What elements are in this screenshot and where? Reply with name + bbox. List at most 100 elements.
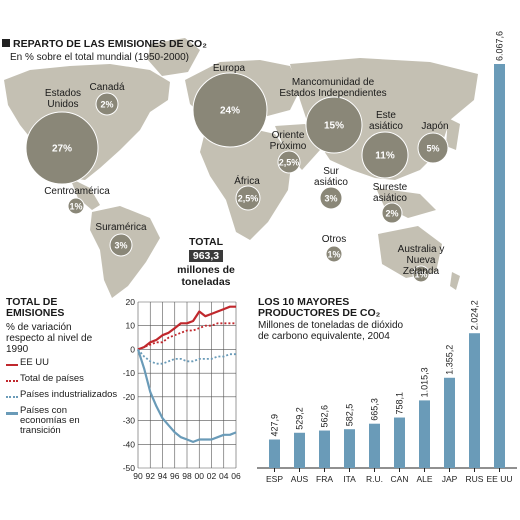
legend-swatch-usa — [6, 364, 18, 366]
region-bubble — [325, 245, 343, 263]
total-label: TOTAL — [188, 236, 224, 248]
x-tick-label: 06 — [231, 471, 241, 481]
bar-category-label: FRA — [316, 474, 333, 484]
x-tick-label: 92 — [146, 471, 156, 481]
region-bubble-value: 1% — [69, 202, 82, 212]
bar-category-label: EE UU — [487, 474, 513, 484]
region-bubble — [95, 92, 119, 116]
bar-value-label: 1.015,3 — [420, 367, 430, 397]
title-square-icon — [2, 39, 10, 47]
legend-label-transition: Países con economías en transición — [20, 405, 80, 436]
bar-value-label: 427,9 — [270, 414, 280, 437]
region-bubble — [25, 111, 99, 185]
japan-landmass — [446, 118, 460, 150]
world-map: 27% 2% 1% 3% 24% 15% 2,5% 2,5% 3% 11% 5% 2% 1% 1% — [4, 38, 478, 298]
bar-value-label: 582,5 — [345, 404, 355, 427]
map-subtitle: En % sobre el total mundial (1950-2000) — [10, 52, 189, 63]
x-tick-label: 90 — [133, 471, 143, 481]
bar-category-label: ESP — [266, 474, 283, 484]
africa-landmass — [200, 126, 292, 240]
bar — [494, 64, 505, 468]
region-label-south-america: Suramérica — [95, 222, 147, 233]
x-tick-label: 02 — [207, 471, 217, 481]
y-tick-label: 20 — [126, 297, 136, 307]
region-label-australia-nz: Australia y Nueva Zelanda — [397, 244, 445, 277]
legend-label-total: Total de países — [20, 373, 84, 384]
map-title-text: REPARTO DE LAS EMISIONES DE CO₂ — [13, 38, 207, 50]
region-label-usa: Estados Unidos — [44, 88, 82, 110]
bar — [469, 333, 480, 468]
legend-swatch-transition — [6, 412, 18, 415]
bar — [419, 400, 430, 468]
bar-category-label: ITA — [343, 474, 356, 484]
region-bubble-value: 2% — [100, 100, 113, 110]
region-label-japan: Japón — [421, 121, 449, 132]
region-bubble — [417, 132, 449, 164]
bar — [319, 430, 330, 468]
line-chart-title: TOTAL DE EMISIONES — [6, 296, 65, 319]
bar-chart: 427,9 ESP 529,2 AUS 562,6 FRA 582,5 ITA 665,3 R.U… — [257, 31, 517, 484]
map-title: REPARTO DE LAS EMISIONES DE CO₂ — [2, 38, 207, 50]
legend-label-usa: EE UU — [20, 357, 50, 368]
region-bubble — [412, 265, 430, 283]
region-bubble-value: 2,5% — [238, 194, 259, 204]
line-series — [137, 348, 236, 365]
region-label-others: Otros — [321, 234, 347, 245]
bar — [444, 377, 455, 468]
region-bubbles: 27% 2% 1% 3% 24% 15% 2,5% 2,5% 3% 11% 5% 2% 1% 1% — [25, 72, 449, 283]
bar — [369, 423, 380, 468]
region-bubble-value: 2% — [385, 209, 398, 219]
region-label-east-asia: Este asiático — [369, 110, 403, 132]
bar-category-label: JAP — [442, 474, 458, 484]
total-unit: millones de toneladas — [177, 264, 235, 288]
y-tick-label: -50 — [123, 463, 136, 473]
bar-category-label: AUS — [291, 474, 309, 484]
total-box: TOTAL 963,3 millones de toneladas — [172, 236, 240, 288]
region-bubble-value: 15% — [324, 121, 344, 132]
bar-category-label: RUS — [466, 474, 484, 484]
region-label-south-asia: Sur asiático — [314, 166, 348, 188]
region-bubble-value: 3% — [114, 241, 127, 251]
bar-value-label: 2.024,2 — [470, 300, 480, 330]
region-bubble-value: 5% — [426, 144, 439, 154]
region-bubble-value: 27% — [52, 144, 72, 155]
australia-landmass — [378, 226, 442, 278]
y-tick-label: -40 — [123, 439, 136, 449]
bar — [269, 439, 280, 468]
new-zealand-landmass — [450, 272, 460, 290]
line-series — [136, 349, 237, 443]
region-bubble — [192, 72, 268, 148]
line-chart-grid — [137, 301, 237, 469]
legend-label-industrialized: Países industrializados — [20, 389, 118, 400]
x-tick-label: 98 — [182, 471, 192, 481]
southeast-asia-landmass — [376, 188, 436, 218]
x-tick-label: 04 — [219, 471, 229, 481]
line-chart-subtitle: % de variación respecto al nivel de 1990 — [6, 322, 93, 355]
line-series — [137, 322, 236, 351]
y-tick-label: -10 — [123, 368, 136, 378]
bar-category-label: CAN — [391, 474, 409, 484]
bar — [344, 429, 355, 468]
bar-value-label: 529,2 — [295, 407, 305, 430]
legend-swatch-total — [6, 380, 18, 382]
total-value: 963,3 — [188, 250, 224, 262]
region-bubble — [109, 233, 133, 257]
region-label-europe: Europa — [212, 63, 246, 74]
bar-chart-title: LOS 10 MAYORES PRODUCTORES DE CO₂ — [258, 296, 381, 319]
bar-value-label: 1.355,2 — [445, 345, 455, 375]
y-tick-label: -30 — [123, 416, 136, 426]
line-chart-legend: EE UU Total de países Países industriali… — [0, 358, 135, 448]
region-bubble — [277, 150, 301, 174]
region-label-cis: Mancomunidad de Estados Independientes — [279, 77, 387, 99]
region-label-canada: Canadá — [89, 82, 125, 93]
y-tick-label: -20 — [123, 392, 136, 402]
region-label-africa: África — [234, 176, 260, 187]
region-bubble — [381, 202, 403, 224]
line-series — [137, 305, 236, 351]
region-label-central-america: Centroamérica — [44, 186, 110, 197]
region-bubble-value: 2,5% — [279, 158, 300, 168]
y-tick-label: 0 — [130, 344, 135, 354]
central-america-landmass — [70, 178, 100, 210]
legend-swatch-industrialized — [6, 396, 18, 398]
